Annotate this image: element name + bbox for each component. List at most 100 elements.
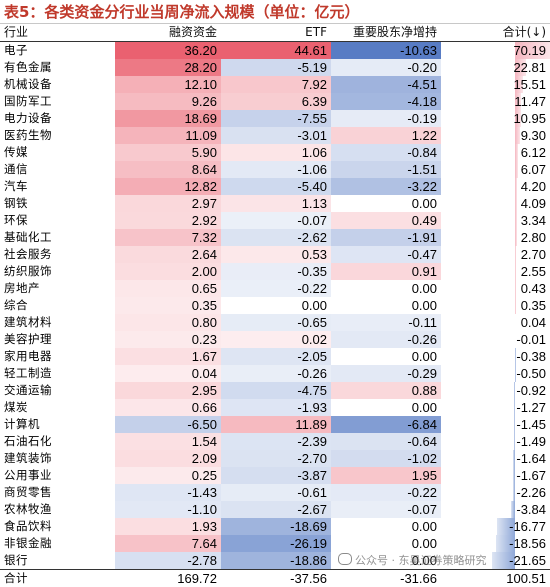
total-value: 3.34 [521,213,546,228]
total-value: 15.51 [513,77,546,92]
margin-value: 0.66 [115,399,221,416]
total-cell: -16.77 [441,518,550,535]
total-value: -3.84 [516,502,546,517]
header-row: 行业 融资资金 ETF 重要股东净增持 合计(↓) [0,24,550,42]
total-cell: -1.49 [441,433,550,450]
major-value: -0.20 [331,59,441,76]
total-cell: -0.92 [441,382,550,399]
major-value: 0.00 [331,518,441,535]
margin-value: 2.92 [115,212,221,229]
industry-name: 交通运输 [0,382,115,399]
major-value: 1.95 [331,467,441,484]
total-value: -1.27 [516,400,546,415]
etf-value: -2.05 [221,348,331,365]
industry-name: 社会服务 [0,246,115,263]
etf-value: -2.39 [221,433,331,450]
sum-etf: -37.56 [221,570,331,587]
industry-name: 建筑材料 [0,314,115,331]
total-bar [514,416,516,433]
total-value: 0.35 [521,298,546,313]
total-cell: -1.67 [441,467,550,484]
industry-name: 通信 [0,161,115,178]
etf-value: -3.01 [221,127,331,144]
major-value: -0.64 [331,433,441,450]
etf-value: -0.65 [221,314,331,331]
industry-name: 房地产 [0,280,115,297]
margin-value: 36.20 [115,42,221,60]
etf-value: 7.92 [221,76,331,93]
margin-value: 1.54 [115,433,221,450]
industry-name: 综合 [0,297,115,314]
major-value: 0.00 [331,280,441,297]
total-value: 9.30 [521,128,546,143]
total-cell: 15.51 [441,76,550,93]
major-value: -1.51 [331,161,441,178]
total-cell: -18.56 [441,535,550,552]
header-etf: ETF [221,24,331,42]
margin-value: 11.09 [115,127,221,144]
total-bar [514,433,516,450]
margin-value: 0.65 [115,280,221,297]
etf-value: -0.35 [221,263,331,280]
major-value: 0.00 [331,195,441,212]
total-bar [511,501,515,518]
industry-name: 食品饮料 [0,518,115,535]
margin-value: 18.69 [115,110,221,127]
total-value: 10.95 [513,111,546,126]
total-bar [513,484,515,501]
major-value: -0.84 [331,144,441,161]
margin-value: 0.23 [115,331,221,348]
industry-name: 有色金属 [0,59,115,76]
etf-value: -0.26 [221,365,331,382]
total-cell: 0.43 [441,280,550,297]
total-value: -0.01 [516,332,546,347]
major-value: -4.51 [331,76,441,93]
total-bar [515,263,516,280]
major-value: -4.18 [331,93,441,110]
margin-value: -6.50 [115,416,221,433]
major-value: 0.49 [331,212,441,229]
industry-name: 钢铁 [0,195,115,212]
industry-name: 轻工制造 [0,365,115,382]
margin-value: 12.10 [115,76,221,93]
total-cell: 6.12 [441,144,550,161]
industry-name: 汽车 [0,178,115,195]
table-row: 商贸零售-1.43-0.61-0.22-2.26 [0,484,550,501]
total-cell: 22.81 [441,59,550,76]
etf-value: 44.61 [221,42,331,60]
total-value: -0.50 [516,366,546,381]
total-value: -1.67 [516,468,546,483]
total-value: 2.55 [521,264,546,279]
margin-value: 1.93 [115,518,221,535]
total-cell: 70.19 [441,42,550,60]
etf-value: -0.61 [221,484,331,501]
etf-value: -5.40 [221,178,331,195]
etf-value: -1.93 [221,399,331,416]
etf-value: 6.39 [221,93,331,110]
industry-name: 基础化工 [0,229,115,246]
etf-value: 1.13 [221,195,331,212]
industry-name: 计算机 [0,416,115,433]
major-value: -10.63 [331,42,441,60]
total-value: 6.07 [521,162,546,177]
major-value: -0.07 [331,501,441,518]
total-bar [515,229,516,246]
margin-value: 0.25 [115,467,221,484]
total-bar [514,382,515,399]
industry-name: 电力设备 [0,110,115,127]
margin-value: 0.80 [115,314,221,331]
industry-name: 机械设备 [0,76,115,93]
margin-value: -1.43 [115,484,221,501]
industry-name: 纺织服饰 [0,263,115,280]
total-bar [515,144,518,161]
total-value: -18.56 [509,536,546,551]
